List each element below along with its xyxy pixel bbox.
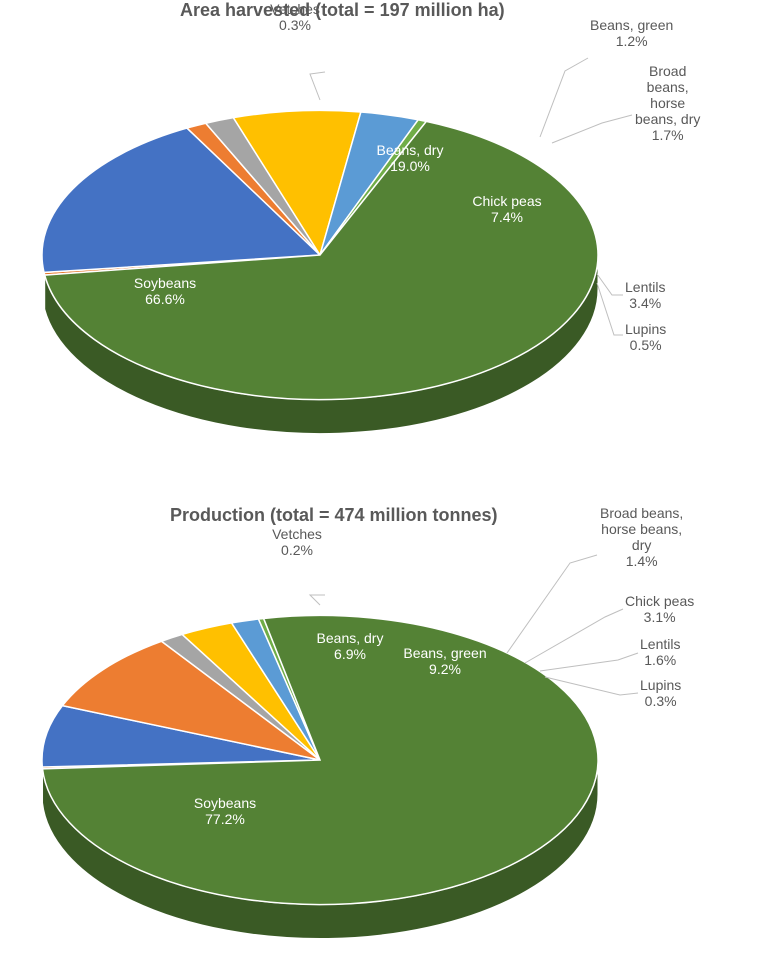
slice-label: Lentils 1.6%: [640, 636, 680, 668]
slice-label: Beans, dry 19.0%: [377, 142, 444, 174]
leader-line: [597, 274, 623, 295]
charts-container: Area harvested (total = 197 million ha)V…: [0, 0, 763, 969]
leader-line: [525, 609, 623, 663]
leader-line: [597, 283, 623, 335]
slice-label: Beans, green 1.2%: [590, 17, 673, 49]
slice-label: Soybeans 66.6%: [134, 275, 196, 307]
slice-label: Vetches 0.2%: [272, 526, 322, 558]
chart-area: Area harvested (total = 197 million ha)V…: [0, 0, 763, 505]
leader-line: [310, 72, 325, 100]
slice-label: Soybeans 77.2%: [194, 795, 256, 827]
leader-line: [310, 595, 325, 605]
slice-label: Beans, dry 6.9%: [317, 630, 384, 662]
slice-label: Chick peas 7.4%: [472, 193, 541, 225]
slice-label: Lupins 0.3%: [640, 677, 681, 709]
leader-line: [552, 115, 632, 143]
leader-line: [507, 555, 597, 653]
leader-line: [540, 58, 588, 137]
chart-title: Production (total = 474 million tonnes): [170, 505, 498, 526]
leader-line: [540, 653, 638, 671]
slice-label: Vetches 0.3%: [270, 1, 320, 33]
chart-title: Area harvested (total = 197 million ha): [180, 0, 505, 21]
chart-production: Production (total = 474 million tonnes)V…: [0, 505, 763, 969]
slice-label: Lentils 3.4%: [625, 279, 665, 311]
pie-svg: [0, 505, 763, 969]
slice-label: Chick peas 3.1%: [625, 593, 694, 625]
slice-label: Beans, green 9.2%: [403, 645, 486, 677]
slice-label: Broad beans, horse beans, dry 1.4%: [600, 505, 683, 569]
slice-label: Lupins 0.5%: [625, 321, 666, 353]
slice-label: Broad beans, horse beans, dry 1.7%: [635, 63, 700, 143]
